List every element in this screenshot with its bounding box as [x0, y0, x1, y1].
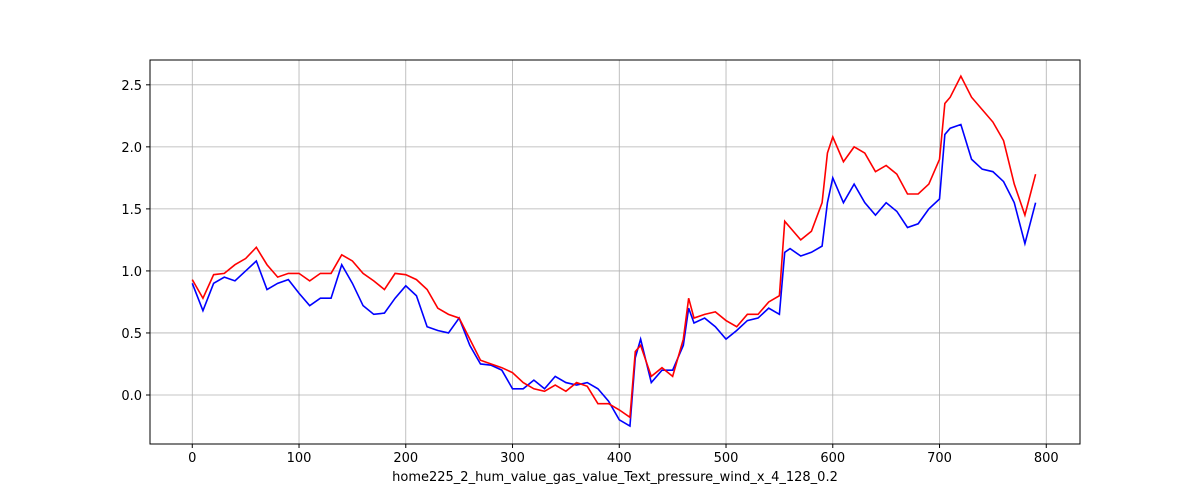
x-tick-label: 100: [287, 451, 312, 466]
x-tick-label: 700: [927, 451, 952, 466]
plot-frame: [149, 59, 1081, 445]
y-tick-label: 2.5: [121, 79, 142, 94]
x-tick-label: 400: [607, 451, 632, 466]
line-series: [191, 74, 1037, 419]
x-tick-label: 0: [188, 451, 196, 466]
x-tick-label: 500: [714, 451, 739, 466]
x-tick-label: 200: [393, 451, 418, 466]
y-tick-label: 1.5: [121, 203, 142, 218]
y-tick-label: 0.5: [121, 327, 142, 342]
y-tick-label: 0.0: [121, 389, 142, 404]
x-tick-label: 600: [820, 451, 845, 466]
y-tick-label: 2.0: [121, 141, 142, 156]
x-tick-label: 300: [500, 451, 525, 466]
x-tick-label: 800: [1034, 451, 1059, 466]
x-axis-label: home225_2_hum_value_gas_value_Text_press…: [392, 470, 838, 485]
y-tick-label: 1.0: [121, 265, 142, 280]
